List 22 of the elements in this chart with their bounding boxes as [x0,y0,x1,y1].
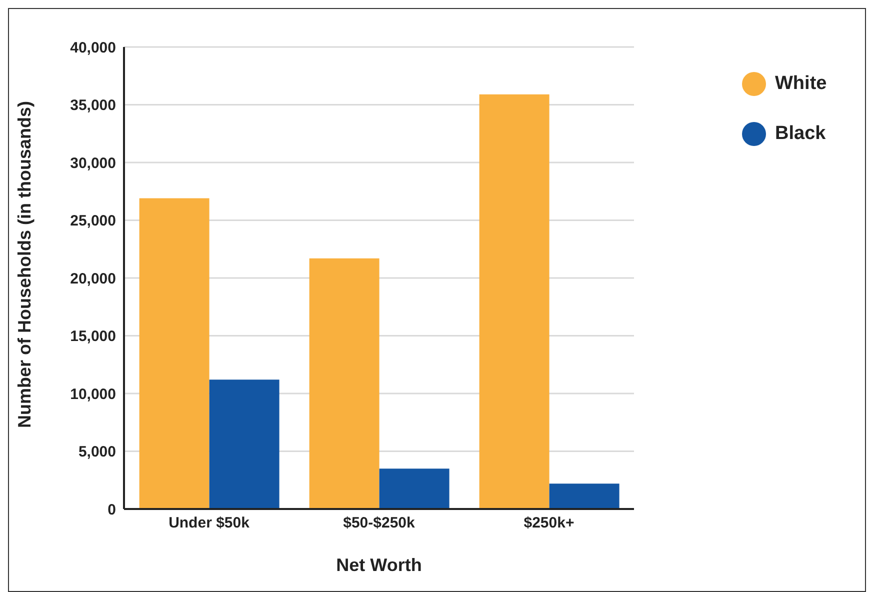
y-tick-label: 25,000 [70,212,116,230]
bar [479,94,550,509]
y-tick-label: 0 [108,501,116,518]
x-tick-label: $50-$250k [343,514,416,532]
y-axis-title: Number of Households (in thousands) [14,100,34,428]
x-tick-label: Under $50k [168,514,250,532]
y-tick-label: 5,000 [78,444,116,461]
x-axis-title: Net Worth [336,555,422,575]
y-tick-label: 20,000 [70,270,116,288]
bar [549,484,620,509]
bar [379,468,450,509]
y-tick-label: 30,000 [70,154,116,172]
legend-label: Black [775,123,826,145]
legend-label: White [775,73,827,95]
y-tick-label: 15,000 [70,328,116,346]
bar [209,380,280,509]
y-tick-label: 35,000 [70,97,116,114]
y-tick-label: 10,000 [70,386,116,403]
x-tick-label: $250k+ [524,514,574,532]
bar [309,258,380,509]
bar [139,198,210,509]
y-tick-label: 40,000 [70,39,116,56]
